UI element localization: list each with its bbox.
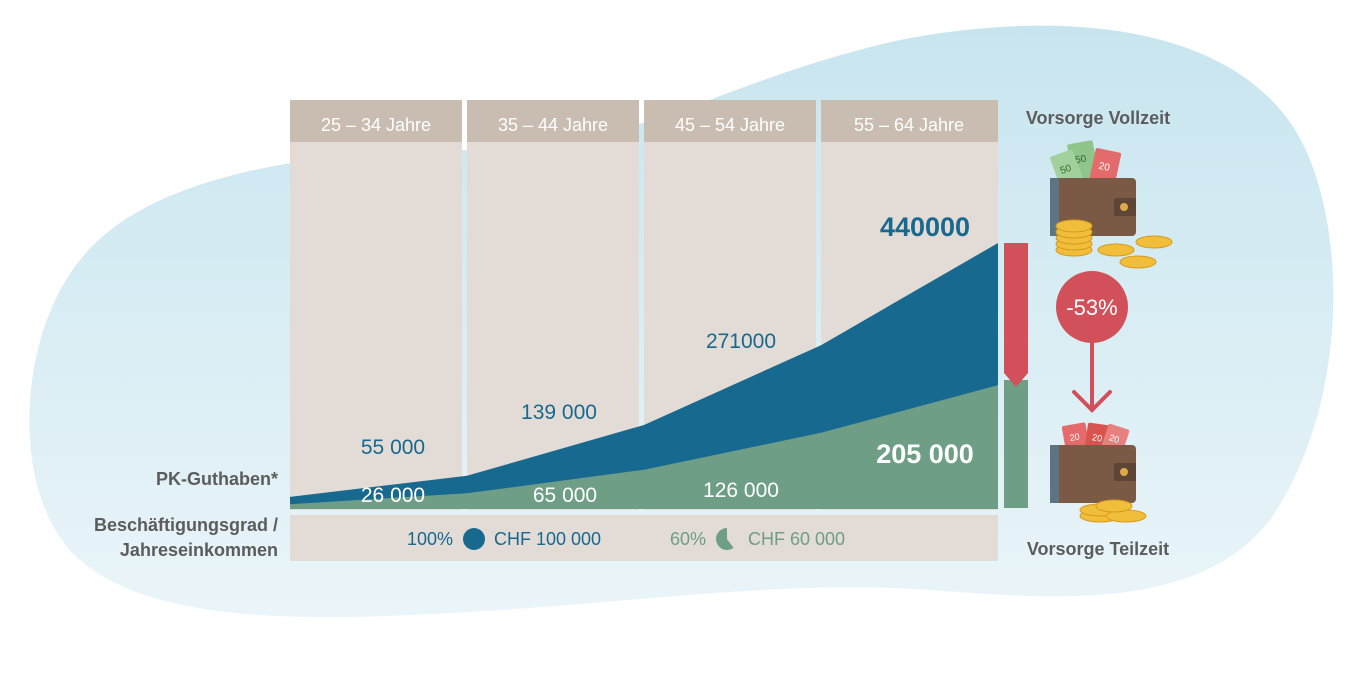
value-part-3: 126 000	[703, 479, 779, 502]
age-band-4-header	[821, 100, 998, 142]
age-band-1-background	[290, 100, 462, 510]
reduction-badge-text: -53%	[1066, 295, 1117, 320]
arrow-down-icon	[1072, 341, 1112, 413]
reduction-bar-part	[1004, 380, 1028, 508]
teilzeit-title: Vorsorge Teilzeit	[1027, 539, 1169, 559]
coin-stack-icon	[1055, 219, 1173, 269]
employment-legend: 100% CHF 100 000 60% CHF 60 000	[290, 515, 998, 561]
legend-part-income: CHF 60 000	[748, 529, 845, 549]
age-band-1-title: 25 – 34 Jahre	[321, 115, 431, 135]
value-labels: 55 000 139 000 271000 440000 26 000 65 0…	[361, 212, 974, 507]
vollzeit-title: Vorsorge Vollzeit	[1026, 108, 1170, 128]
coin-stack-icon	[1079, 499, 1147, 523]
wallet-side	[1050, 445, 1059, 503]
reduction-bar	[1004, 243, 1028, 508]
banknote-icon: 20	[1088, 148, 1122, 188]
age-band-1-header	[290, 100, 462, 142]
legend-full-income: CHF 100 000	[494, 529, 601, 549]
wallet-body	[1050, 445, 1136, 503]
age-band-3-title: 45 – 54 Jahre	[675, 115, 785, 135]
pie-full-icon	[463, 528, 485, 550]
banknote-label-4: 20	[1069, 431, 1081, 443]
legend-part-percent: 60%	[670, 529, 706, 549]
reduction-badge: -53%	[1056, 271, 1128, 343]
value-full-2: 139 000	[521, 401, 597, 424]
value-full-3: 271000	[706, 330, 776, 353]
row-label-line-2: Jahreseinkommen	[120, 540, 278, 560]
reduction-bar-full	[1004, 243, 1028, 387]
banknote-label-6: 20	[1108, 432, 1121, 445]
y-axis-label: PK-Guthaben*	[156, 469, 278, 489]
legend-background	[290, 515, 998, 561]
row-label-line-1: Beschäftigungsgrad /	[94, 515, 278, 535]
age-band-2-header	[467, 100, 639, 142]
banknote-label-1: 50	[1074, 153, 1087, 166]
age-band-2-title: 35 – 44 Jahre	[498, 115, 608, 135]
value-full-1: 55 000	[361, 436, 425, 459]
wallet-button	[1120, 468, 1128, 476]
part-wallet-icon: 20 20 20	[1050, 422, 1147, 523]
wallet-side	[1050, 178, 1059, 236]
age-band-1: 25 – 34 Jahre	[290, 100, 462, 510]
value-part-4: 205 000	[876, 439, 974, 469]
wallet-button	[1120, 203, 1128, 211]
banknote-label-2: 50	[1059, 163, 1074, 177]
area-part-time	[290, 385, 998, 509]
age-band-3-header	[644, 100, 816, 142]
banknote-label-3: 20	[1098, 161, 1112, 174]
value-part-2: 65 000	[533, 484, 597, 507]
value-part-1: 26 000	[361, 484, 425, 507]
banknote-label-5: 20	[1091, 432, 1102, 443]
age-band-4-title: 55 – 64 Jahre	[854, 115, 964, 135]
legend-full-percent: 100%	[407, 529, 453, 549]
full-wallet-icon: 50 50 20	[1050, 140, 1173, 269]
pie-part-icon	[716, 528, 734, 550]
value-full-4: 440000	[880, 212, 970, 242]
reduction-badge-circle	[1056, 271, 1128, 343]
